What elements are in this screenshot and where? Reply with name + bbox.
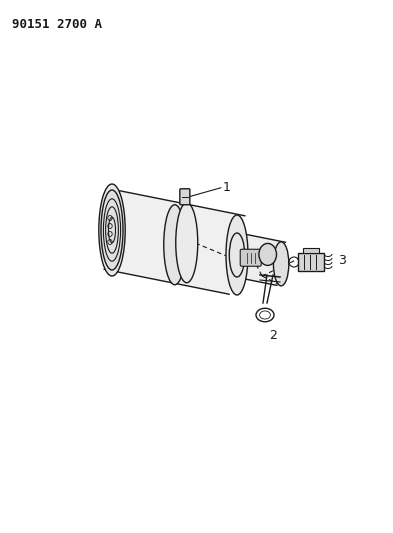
Ellipse shape	[101, 190, 123, 270]
Ellipse shape	[259, 244, 277, 265]
Polygon shape	[233, 233, 285, 285]
Ellipse shape	[229, 233, 245, 277]
Text: 1: 1	[223, 181, 231, 194]
FancyBboxPatch shape	[180, 189, 190, 205]
Text: 2: 2	[269, 329, 277, 342]
Bar	[303, 248, 319, 253]
Ellipse shape	[274, 242, 289, 286]
Polygon shape	[104, 191, 245, 294]
Text: 90151 2700 A: 90151 2700 A	[12, 18, 102, 31]
Ellipse shape	[176, 203, 198, 282]
FancyBboxPatch shape	[298, 253, 324, 271]
Ellipse shape	[99, 184, 125, 276]
Text: 3: 3	[338, 254, 346, 266]
Ellipse shape	[226, 215, 248, 295]
Ellipse shape	[164, 205, 186, 285]
FancyBboxPatch shape	[240, 249, 261, 266]
